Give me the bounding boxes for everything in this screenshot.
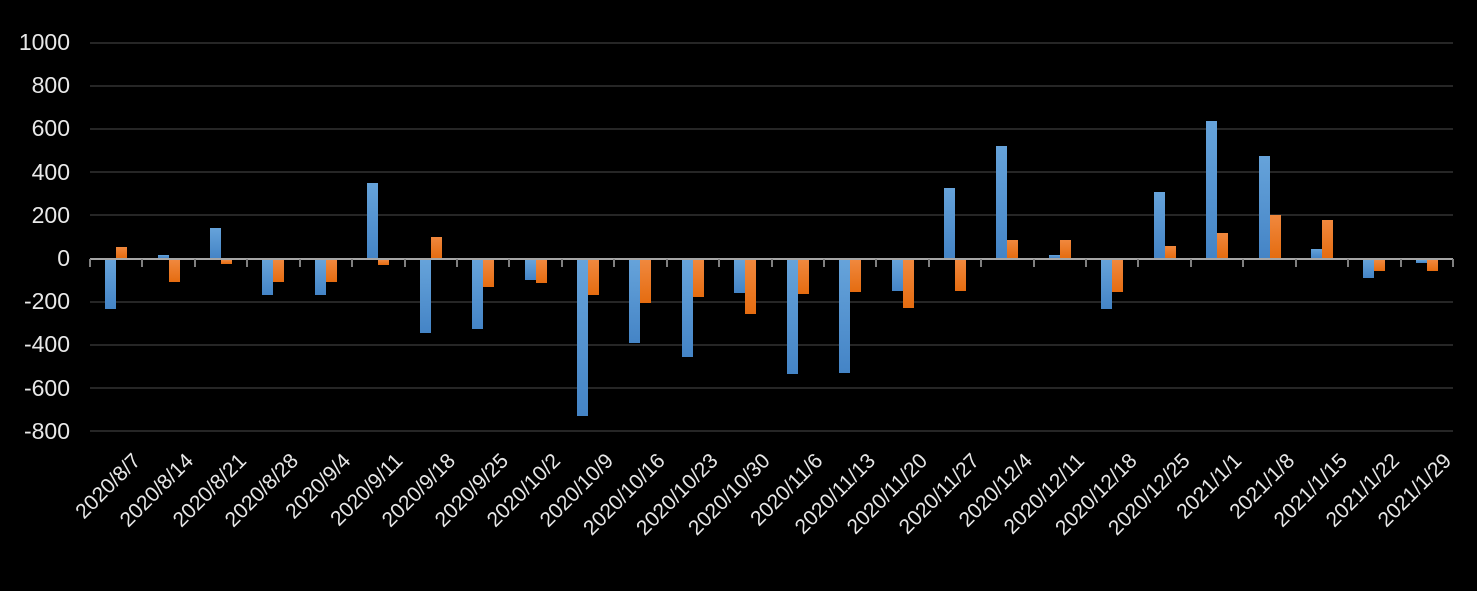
x-axis-tick — [1242, 258, 1245, 267]
bar-orange-2020/12/11[interactable] — [1059, 240, 1071, 259]
x-axis-tick — [875, 258, 878, 267]
x-axis-tick — [89, 258, 91, 267]
bar-blue-2021/1/8[interactable] — [1258, 155, 1270, 259]
y-axis-tick-label: -800 — [23, 417, 70, 444]
x-axis-tick — [1137, 258, 1140, 267]
bar-blue-2020/11/27[interactable] — [943, 188, 955, 259]
bar-orange-2021/1/1[interactable] — [1217, 232, 1229, 259]
x-axis-tick — [560, 258, 563, 267]
bar-orange-2020/8/7[interactable] — [116, 246, 128, 259]
bar-blue-2020/8/14[interactable] — [157, 255, 169, 259]
x-axis-tick — [403, 258, 406, 267]
bar-blue-2021/1/22[interactable] — [1363, 259, 1375, 278]
bar-blue-2020/8/21[interactable] — [210, 228, 222, 259]
bar-orange-2020/10/16[interactable] — [640, 259, 652, 303]
x-axis-tick — [718, 258, 721, 267]
bar-blue-2020/10/16[interactable] — [629, 259, 641, 343]
x-axis-tick — [1399, 258, 1402, 267]
bar-blue-2020/12/25[interactable] — [1153, 191, 1165, 259]
bar-blue-2020/9/25[interactable] — [472, 259, 484, 329]
x-axis-tick — [193, 258, 196, 267]
x-axis-tick — [351, 258, 354, 267]
bar-blue-2020/12/18[interactable] — [1101, 259, 1113, 310]
y-axis-tick-label: -200 — [23, 288, 70, 315]
y-axis-tick-label: 0 — [57, 245, 70, 271]
bar-blue-2020/10/30[interactable] — [734, 259, 746, 293]
bar-orange-2020/10/30[interactable] — [745, 259, 757, 314]
bar-blue-2021/1/1[interactable] — [1206, 121, 1218, 259]
x-axis-tick — [927, 258, 930, 267]
bar-blue-2021/1/29[interactable] — [1415, 259, 1427, 263]
x-axis-tick — [613, 258, 616, 267]
x-axis-tick — [1294, 258, 1297, 267]
bar-orange-2020/8/14[interactable] — [168, 259, 180, 283]
bar-orange-2021/1/29[interactable] — [1426, 259, 1438, 272]
bar-orange-2020/9/4[interactable] — [325, 259, 337, 283]
bar-blue-2020/10/2[interactable] — [524, 259, 536, 281]
gridline — [90, 430, 1453, 433]
bar-blue-2020/8/7[interactable] — [105, 259, 117, 310]
bar-blue-2020/10/23[interactable] — [681, 259, 693, 357]
bar-orange-2021/1/22[interactable] — [1374, 259, 1386, 272]
bar-blue-2020/9/4[interactable] — [314, 259, 326, 296]
gridline — [90, 214, 1453, 217]
bar-orange-2020/8/28[interactable] — [273, 259, 285, 283]
bar-orange-2020/10/2[interactable] — [535, 259, 547, 284]
x-axis-tick — [1452, 258, 1454, 267]
gridline — [90, 171, 1453, 174]
y-axis-tick-label: 600 — [31, 115, 70, 142]
bar-orange-2021/1/15[interactable] — [1321, 219, 1333, 259]
bar-orange-2020/11/27[interactable] — [954, 259, 966, 291]
bar-blue-2020/11/6[interactable] — [786, 259, 798, 374]
bar-blue-2020/9/18[interactable] — [419, 259, 431, 333]
bar-orange-2020/11/6[interactable] — [797, 259, 809, 295]
bar-orange-2020/10/9[interactable] — [588, 259, 600, 296]
x-axis-tick — [508, 258, 511, 267]
bar-blue-2021/1/15[interactable] — [1310, 248, 1322, 259]
bar-orange-2020/11/20[interactable] — [902, 259, 914, 309]
y-axis-tick-label: 1000 — [18, 29, 70, 55]
x-axis-tick — [298, 258, 301, 267]
bar-blue-2020/11/13[interactable] — [839, 259, 851, 373]
gridline — [90, 300, 1453, 303]
bar-orange-2020/12/4[interactable] — [1007, 240, 1019, 259]
x-axis-tick — [1085, 258, 1088, 267]
bar-orange-2020/12/25[interactable] — [1164, 245, 1176, 259]
x-axis-tick — [1347, 258, 1350, 267]
bar-blue-2020/9/11[interactable] — [367, 182, 379, 259]
y-axis-tick-label: 800 — [31, 72, 70, 99]
bar-blue-2020/10/9[interactable] — [577, 259, 589, 417]
bar-orange-2020/9/11[interactable] — [378, 259, 390, 265]
x-axis-tick — [770, 258, 773, 267]
y-axis-tick-label: 200 — [31, 201, 70, 228]
x-axis-tick — [1189, 258, 1192, 267]
bar-orange-2020/11/13[interactable] — [850, 259, 862, 292]
x-axis-tick — [1032, 258, 1035, 267]
bar-orange-2021/1/8[interactable] — [1269, 215, 1281, 259]
gridline — [90, 343, 1453, 346]
gridline — [90, 84, 1453, 87]
bar-blue-2020/12/4[interactable] — [996, 146, 1008, 259]
bar-blue-2020/12/11[interactable] — [1048, 255, 1060, 259]
gridline — [90, 41, 1453, 44]
y-axis-tick-label: -400 — [23, 331, 70, 358]
x-axis-tick — [822, 258, 825, 267]
x-axis-tick — [246, 258, 249, 267]
x-axis-tick — [980, 258, 983, 267]
bar-orange-2020/12/18[interactable] — [1112, 259, 1124, 292]
x-axis-tick — [141, 258, 144, 267]
x-axis-tick — [455, 258, 458, 267]
bar-orange-2020/8/21[interactable] — [221, 259, 233, 264]
y-axis-tick-label: -600 — [23, 374, 70, 401]
bar-blue-2020/8/28[interactable] — [262, 259, 274, 296]
bar-orange-2020/9/25[interactable] — [483, 259, 495, 287]
y-axis-tick-label: 400 — [31, 158, 70, 185]
gridline — [90, 387, 1453, 390]
bar-orange-2020/9/18[interactable] — [430, 236, 442, 259]
gridline — [90, 127, 1453, 130]
x-axis-tick — [665, 258, 668, 267]
bar-orange-2020/10/23[interactable] — [692, 259, 704, 298]
bar-blue-2020/11/20[interactable] — [891, 259, 903, 291]
